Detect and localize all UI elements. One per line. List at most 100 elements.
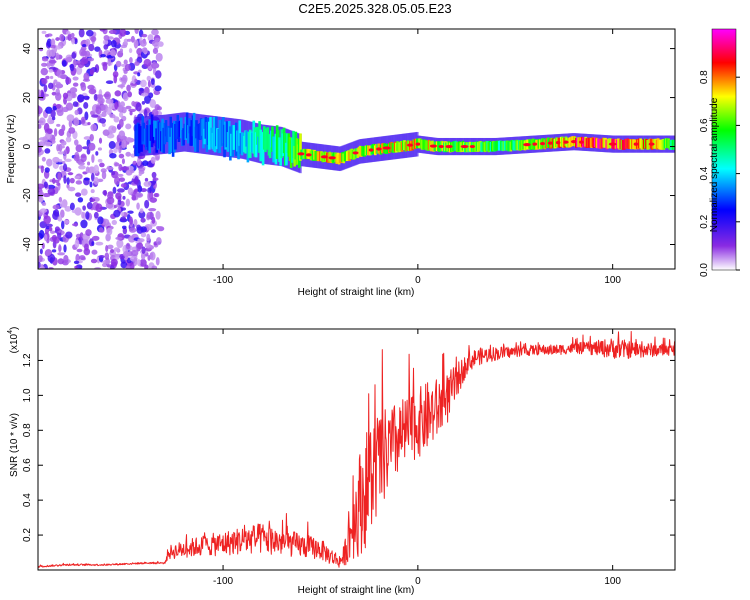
heatmap-cell — [128, 48, 133, 54]
heatmap-cell — [67, 186, 76, 192]
heatmap-cell — [120, 166, 128, 171]
heatmap-cell — [75, 66, 83, 75]
heatmap-cell — [115, 236, 123, 241]
heatmap-cell — [120, 183, 127, 188]
heatmap-cell — [59, 33, 65, 42]
heatmap-cell — [91, 154, 95, 163]
heatmap-cell — [135, 243, 142, 252]
heatmap-cell — [78, 165, 86, 170]
heatmap-cell — [128, 108, 136, 113]
heatmap-cell — [102, 129, 110, 137]
heatmap-cell — [46, 38, 52, 48]
heatmap-cell — [72, 223, 79, 227]
heatmap-cell — [44, 148, 51, 154]
heatmap-cell — [79, 48, 87, 57]
x-tick-label: 100 — [604, 275, 621, 286]
heatmap-cell — [106, 106, 112, 116]
heatmap-cell — [138, 172, 142, 177]
heatmap-cell — [50, 44, 56, 49]
heatmap-cell — [113, 74, 118, 84]
heatmap-cell — [99, 117, 107, 124]
heatmap-cell — [117, 106, 123, 112]
snr-y-scale-label: (x10 — [9, 333, 20, 353]
heatmap-cell — [305, 153, 312, 157]
heatmap-cell — [150, 156, 156, 164]
heatmap-cell — [97, 216, 104, 225]
heatmap-cell — [108, 141, 116, 150]
heatmap-cell — [154, 85, 162, 92]
heatmap-cell — [299, 133, 302, 161]
colorbar-tick-label: 0.4 — [699, 166, 710, 180]
spectrogram-axes: -100 0 100 -40 -20 0 20 40 — [22, 29, 675, 286]
heatmap-cell — [43, 84, 48, 93]
heatmap-cell — [415, 142, 421, 146]
heatmap-cell — [123, 69, 128, 74]
snr-frame — [37, 328, 676, 571]
heatmap-cell — [122, 92, 129, 102]
heatmap-cell — [48, 59, 57, 64]
heatmap-cell — [68, 119, 73, 128]
heatmap-cell — [74, 239, 80, 248]
heatmap-cell — [108, 29, 117, 35]
colorbar-tick-label: 0.8 — [699, 70, 710, 84]
heatmap-cell — [113, 148, 118, 154]
heatmap-cell — [143, 181, 152, 187]
heatmap-cell — [254, 132, 258, 158]
heatmap-cell — [55, 52, 60, 61]
heatmap-cell — [98, 227, 104, 233]
spectrogram-frame — [37, 28, 676, 270]
y-tick-label: 0.2 — [22, 528, 33, 542]
heatmap-cell — [154, 192, 160, 198]
heatmap-cell — [151, 40, 160, 47]
heatmap-cell — [74, 139, 79, 146]
snr-y-scale-exponent: 4 — [7, 330, 14, 334]
heatmap-cell — [116, 239, 124, 249]
heatmap-cell — [141, 92, 149, 97]
heatmap-cell — [125, 169, 133, 176]
heatmap-cell — [352, 151, 359, 155]
heatmap-cell — [61, 106, 69, 113]
heatmap-cell — [50, 38, 56, 47]
heatmap-cell — [84, 243, 89, 251]
heatmap-cell — [55, 81, 62, 89]
heatmap-cell — [41, 156, 46, 162]
heatmap-cell — [150, 229, 156, 233]
heatmap-cell — [43, 122, 50, 132]
heatmap-cell — [63, 149, 67, 156]
heatmap-cell — [97, 158, 103, 163]
heatmap-cell — [90, 36, 97, 42]
heatmap-cell — [147, 34, 154, 42]
heatmap-cell — [112, 186, 117, 194]
heatmap-cell — [57, 252, 65, 256]
heatmap-cell — [71, 51, 77, 59]
heatmap-cell — [107, 244, 114, 250]
heatmap-cell — [368, 148, 374, 152]
heatmap-cell — [540, 142, 546, 146]
heatmap-cell — [131, 195, 137, 201]
heatmap-cell — [88, 43, 95, 52]
heatmap-cell — [57, 216, 63, 222]
heatmap-cell — [93, 93, 98, 101]
heatmap-cell — [138, 167, 146, 172]
heatmap-cell — [102, 190, 107, 196]
heatmap-cell — [151, 265, 158, 269]
heatmap-cell — [149, 251, 156, 261]
heatmap-cell — [105, 202, 114, 209]
heatmap-cell — [135, 192, 144, 198]
heatmap-cell — [118, 153, 125, 159]
heatmap-cell — [85, 166, 90, 174]
heatmap-cell — [69, 63, 75, 72]
heatmap-cell — [130, 35, 135, 43]
heatmap-cell — [43, 181, 48, 189]
heatmap-cell — [54, 226, 60, 232]
heatmap-cell — [62, 92, 69, 100]
heatmap-cell — [119, 101, 126, 108]
heatmap-cell — [38, 147, 42, 153]
heatmap-cell — [129, 216, 133, 225]
heatmap-cell — [382, 146, 391, 150]
heatmap-cell — [80, 83, 87, 92]
heatmap-cell — [85, 29, 94, 37]
heatmap-cell — [547, 141, 553, 145]
heatmap-cell — [124, 63, 131, 72]
